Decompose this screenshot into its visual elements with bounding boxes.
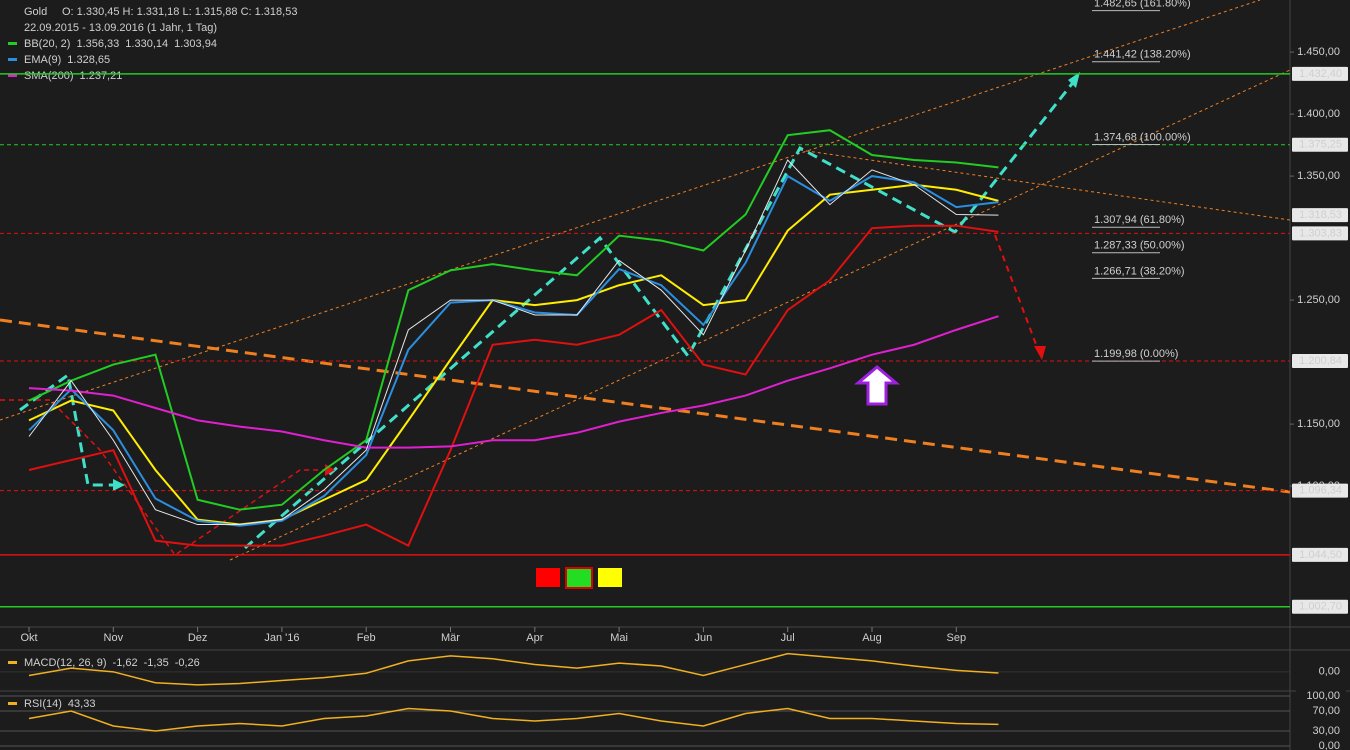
level-box (1292, 208, 1348, 223)
rsi-tick-label: 70,00 (1312, 705, 1340, 717)
y-tick-label: 1.250,00 (1297, 294, 1340, 306)
chart-title: Gold (24, 6, 47, 18)
macd-value: -0,26 (175, 657, 200, 669)
legend-value: 1.237,21 (80, 70, 123, 82)
rsi-tick-label: 100,00 (1306, 690, 1340, 702)
x-tick-label: Nov (104, 632, 124, 644)
x-tick-label: Jun (695, 632, 713, 644)
x-tick-label: Feb (357, 632, 376, 644)
macd-name: MACD(12, 26, 9) (24, 657, 107, 669)
x-tick-label: Sep (947, 632, 967, 644)
macd-value: -1,35 (144, 657, 169, 669)
rsi-tick-box (1296, 690, 1346, 702)
fib-label: 1.287,33 (50.00%) (1094, 240, 1185, 252)
x-tick-label: Jul (781, 632, 795, 644)
y-tick-label: 1.450,00 (1297, 46, 1340, 58)
rsi-tick-label: 30,00 (1312, 725, 1340, 737)
x-tick-label: Aug (862, 632, 882, 644)
level-box (1292, 483, 1348, 498)
rsi-tick-box (1296, 725, 1346, 737)
color-boxes (536, 567, 622, 589)
level-box (1292, 226, 1348, 241)
y-tick-label: 1.350,00 (1297, 170, 1340, 182)
level-label: 1.200,84 (1299, 355, 1342, 367)
macd-tick-label: 0,00 (1319, 666, 1340, 678)
fib-label: 1.374,68 (100.00%) (1094, 131, 1191, 143)
level-label: 1.044,50 (1299, 549, 1342, 561)
x-tick-label: Dez (188, 632, 208, 644)
fib-label: 1.482,65 (161.80%) (1094, 0, 1191, 10)
rsi-line (28, 707, 999, 732)
level-box (1292, 354, 1348, 369)
x-tick-label: Mai (610, 632, 628, 644)
macd-line (28, 652, 999, 686)
level-box (1292, 137, 1348, 152)
x-tick-label: Mär (441, 632, 460, 644)
fib-label: 1.441,42 (138.20%) (1094, 49, 1191, 61)
fib-label: 1.199,98 (0.00%) (1094, 348, 1178, 360)
legend-value: 1.328,65 (67, 54, 110, 66)
rsi-tick-label: 0,00 (1319, 740, 1340, 750)
x-tick-label: Okt (20, 632, 37, 644)
macd-value: -1,62 (113, 657, 138, 669)
level-box (1292, 66, 1348, 81)
rsi-tick-box (1296, 705, 1346, 717)
y-tick-label: 1.400,00 (1297, 108, 1340, 120)
legend-name: SMA(200) (24, 70, 74, 82)
y-tick-label: 1.150,00 (1297, 418, 1340, 430)
x-tick-label: Apr (526, 632, 543, 644)
series-line (28, 224, 999, 547)
level-label: 1.303,83 (1299, 227, 1342, 239)
level-label: 1.432,40 (1299, 68, 1342, 80)
level-label: 1.318,53 (1299, 209, 1342, 221)
level-label: 1.375,25 (1299, 139, 1342, 151)
legend-value: 1.356,33 (76, 38, 119, 50)
legend-value: 1.303,94 (174, 38, 217, 50)
rsi-value: 43,33 (68, 698, 96, 710)
level-box (1292, 599, 1348, 614)
legend-value: 1.330,14 (125, 38, 168, 50)
level-label: 1.002,70 (1299, 601, 1342, 613)
fib-label: 1.307,94 (61.80%) (1094, 214, 1185, 226)
series-line (28, 129, 999, 511)
legend-swatch (8, 74, 17, 77)
legend-name: EMA(9) (24, 54, 61, 66)
level-label: 1.096,34 (1299, 485, 1342, 497)
period: 22.09.2015 - 13.09.2016 (1 Jahr, 1 Tag) (24, 22, 217, 34)
level-box (1292, 547, 1348, 562)
rsi-name: RSI(14) (24, 698, 62, 710)
series-line (28, 159, 999, 526)
legend-swatch (8, 661, 17, 664)
fib-label: 1.266,71 (38.20%) (1094, 265, 1185, 277)
legend-name: BB(20, 2) (24, 38, 70, 50)
series-line (28, 315, 999, 449)
trend-lines (0, 0, 1291, 561)
rsi-tick-box (1296, 740, 1346, 750)
legend-swatch (8, 702, 17, 705)
legend-swatch (8, 42, 17, 45)
series-line (28, 183, 999, 526)
series-line (28, 174, 999, 527)
ohlc: O: 1.330,45 H: 1.331,18 L: 1.315,88 C: 1… (62, 6, 297, 18)
legend-swatch (8, 58, 17, 61)
x-tick-label: Jan '16 (264, 632, 299, 644)
